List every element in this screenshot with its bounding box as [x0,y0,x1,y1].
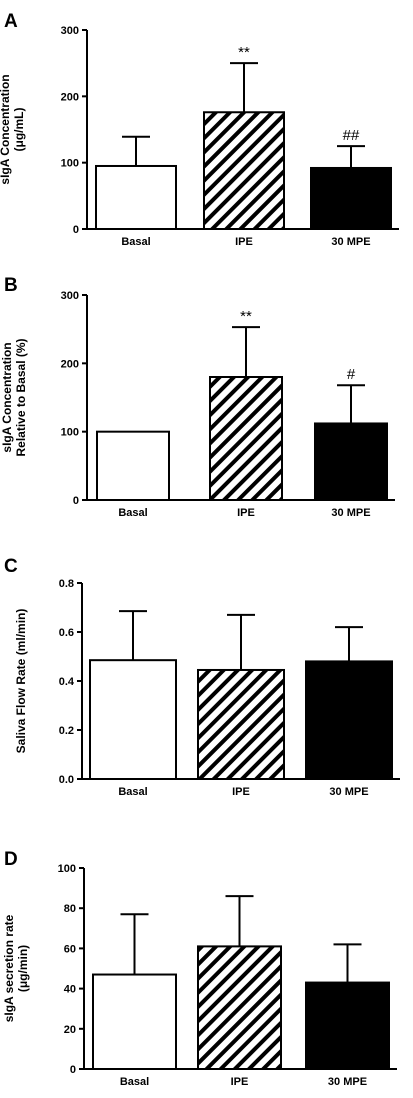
significance-mark: ** [238,44,250,61]
y-tick-label: 200 [61,91,79,103]
panel-c: C 0.0 0.2 0.4 0.6 0.8 Saliva Flow Rate (ml/min… [4,556,400,798]
significance-mark: # [347,366,356,383]
y-tick-label: 0.0 [59,774,74,786]
bar-ipe [209,376,283,501]
x-tick-label: Basal [118,786,147,798]
y-tick-label: 200 [61,358,79,370]
y-tick-label: 80 [64,903,76,915]
x-tick-label: Basal [120,1076,149,1088]
bar-basal [96,430,170,501]
x-tick-label: IPE [231,1076,249,1088]
x-tick-label: 30 MPE [328,1076,367,1088]
y-tick-label: 40 [64,984,76,996]
y-axis-title: sIgA secretion rate [2,914,16,1022]
panel-label: C [4,556,18,577]
panel-a: A 0 100 200 300 sIgA Concentration (μg/mL) Basa… [0,11,399,248]
x-tick-label: IPE [232,786,250,798]
y-axis-title: (μg/min) [16,945,30,992]
bar-basal [92,973,177,1071]
panel-label: B [4,275,18,296]
x-tick-label: IPE [237,507,255,519]
panel-label: A [4,11,18,32]
y-tick-label: 100 [61,158,79,170]
x-tick-label: IPE [235,236,253,248]
bar-ipe [197,668,285,780]
y-axis-title: Relative to Basal (%) [14,338,28,456]
panel-b: B 0 100 200 300 sIgA Concentration Relative to… [0,275,395,519]
y-axis-title: Saliva Flow Rate (ml/min) [14,609,28,754]
y-tick-label: 0.8 [59,578,74,590]
bar-ipe [203,111,285,230]
y-axis-title: sIgA Concentration [0,74,12,184]
y-tick-label: 100 [58,863,76,875]
significance-mark: ## [343,127,360,144]
significance-mark: ** [240,308,252,325]
bar-basal [89,659,177,780]
y-axis-title: sIgA Concentration [0,342,14,452]
panel-label: D [4,849,18,870]
y-tick-label: 60 [64,943,76,955]
y-tick-label: 0.2 [59,725,74,737]
x-tick-label: 30 MPE [329,786,368,798]
bar-30-mpe [305,660,393,781]
x-tick-label: 30 MPE [331,236,370,248]
x-tick-label: 30 MPE [331,507,370,519]
x-tick-label: Basal [118,507,147,519]
y-tick-label: 300 [61,290,79,302]
y-tick-label: 0 [70,1064,76,1076]
bar-30-mpe [314,422,388,502]
y-tick-label: 0 [73,224,79,236]
panel-d: D 0 20 40 60 80 100 sIgA secretion rate (μg/min)… [2,849,397,1088]
y-tick-label: 300 [61,25,79,37]
y-tick-label: 0 [73,495,79,507]
bar-ipe [197,945,282,1071]
y-tick-label: 0.4 [59,676,75,688]
x-tick-label: Basal [121,236,150,248]
y-tick-label: 0.6 [59,627,74,639]
y-tick-label: 100 [61,427,79,439]
y-tick-label: 20 [64,1024,76,1036]
bar-30-mpe [310,166,392,230]
y-axis-title: (μg/mL) [12,107,26,151]
bar-basal [95,164,177,231]
bar-30-mpe [305,981,390,1071]
